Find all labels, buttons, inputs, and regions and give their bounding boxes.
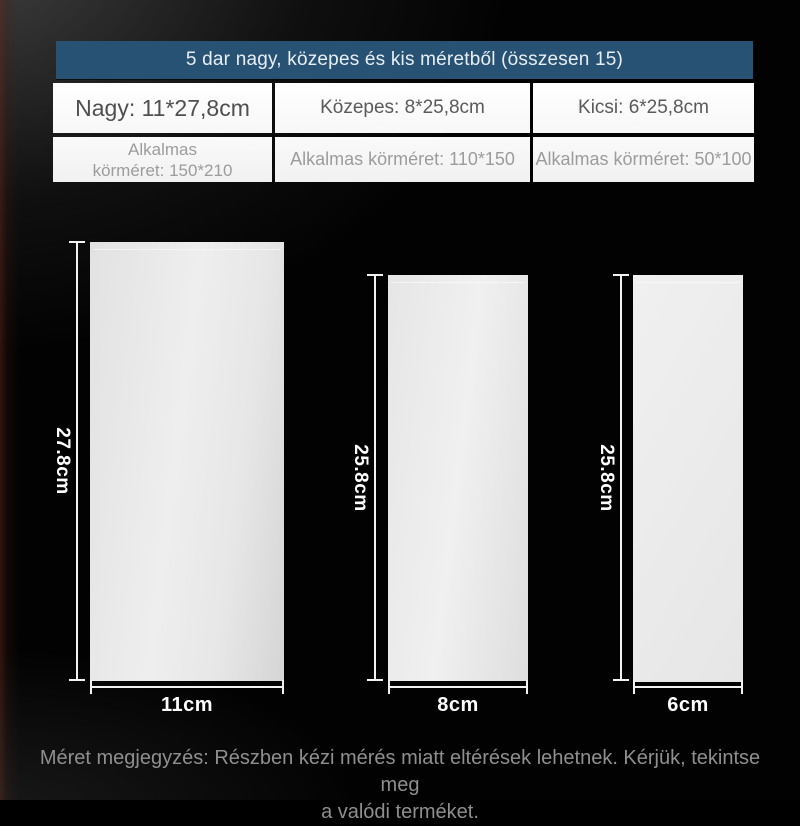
width-dimension-small: 6cm bbox=[633, 680, 743, 716]
height-dimension-large: 27.8cm bbox=[52, 241, 85, 681]
size-cell-kicsi: Kicsi: 6*25,8cm bbox=[533, 83, 754, 133]
height-dimension-medium: 25.8cm bbox=[350, 274, 383, 681]
width-label-medium: 8cm bbox=[437, 694, 479, 716]
dimension-tick bbox=[282, 680, 284, 694]
bag-large bbox=[90, 242, 284, 681]
dimension-tick bbox=[69, 679, 85, 681]
fit-cell-kozepes: Alkalmas körméret: 110*150 bbox=[275, 137, 530, 182]
fit-cell-nagy-line1: Alkalmas bbox=[128, 139, 197, 159]
size-cell-nagy: Nagy: 11*27,8cm bbox=[53, 83, 272, 133]
dimension-tick bbox=[367, 274, 383, 276]
width-label-large: 11cm bbox=[160, 694, 214, 716]
size-note: Méret megjegyzés: Részben kézi mérés mia… bbox=[20, 745, 780, 826]
width-dimension-medium: 8cm bbox=[388, 680, 528, 716]
height-label-medium: 25.8cm bbox=[350, 443, 371, 512]
dimension-tick bbox=[90, 680, 92, 694]
dimension-tick bbox=[388, 680, 390, 694]
fit-cell-nagy-line2: körméret: 150*210 bbox=[92, 160, 233, 180]
height-dimension-small: 25.8cm bbox=[596, 274, 629, 681]
size-table-title: 5 dar nagy, közepes és kis méretből (öss… bbox=[185, 49, 624, 70]
bag-medium bbox=[388, 275, 528, 681]
dimension-tick bbox=[69, 241, 85, 243]
dimension-tick bbox=[633, 680, 635, 694]
dimension-tick bbox=[741, 680, 743, 694]
width-label-small: 6cm bbox=[667, 694, 709, 716]
bag-small bbox=[633, 275, 743, 682]
size-note-line2: a valódi terméket. bbox=[321, 801, 479, 823]
size-table-header: 5 dar nagy, közepes és kis méretből (öss… bbox=[56, 41, 753, 79]
fit-cell-kicsi: Alkalmas körméret: 50*100 bbox=[533, 137, 754, 182]
width-dimension-large: 11cm bbox=[90, 680, 284, 716]
size-table-grid: Nagy: 11*27,8cm Közepes: 8*25,8cm Kicsi:… bbox=[53, 83, 754, 182]
height-label-large: 27.8cm bbox=[52, 427, 73, 495]
size-cell-kozepes: Közepes: 8*25,8cm bbox=[275, 83, 530, 133]
height-label-small: 25.8cm bbox=[596, 443, 617, 512]
fit-cell-kicsi-text: Alkalmas körméret: 50*100 bbox=[535, 149, 752, 169]
dimension-tick bbox=[526, 680, 528, 694]
dimension-tick bbox=[367, 679, 383, 681]
size-note-line1: Méret megjegyzés: Részben kézi mérés mia… bbox=[39, 747, 761, 796]
dimension-tick bbox=[613, 679, 629, 681]
fit-cell-nagy: Alkalmas körméret: 150*210 bbox=[53, 137, 272, 182]
fit-cell-kozepes-text: Alkalmas körméret: 110*150 bbox=[290, 149, 515, 169]
dimension-tick bbox=[613, 274, 629, 276]
